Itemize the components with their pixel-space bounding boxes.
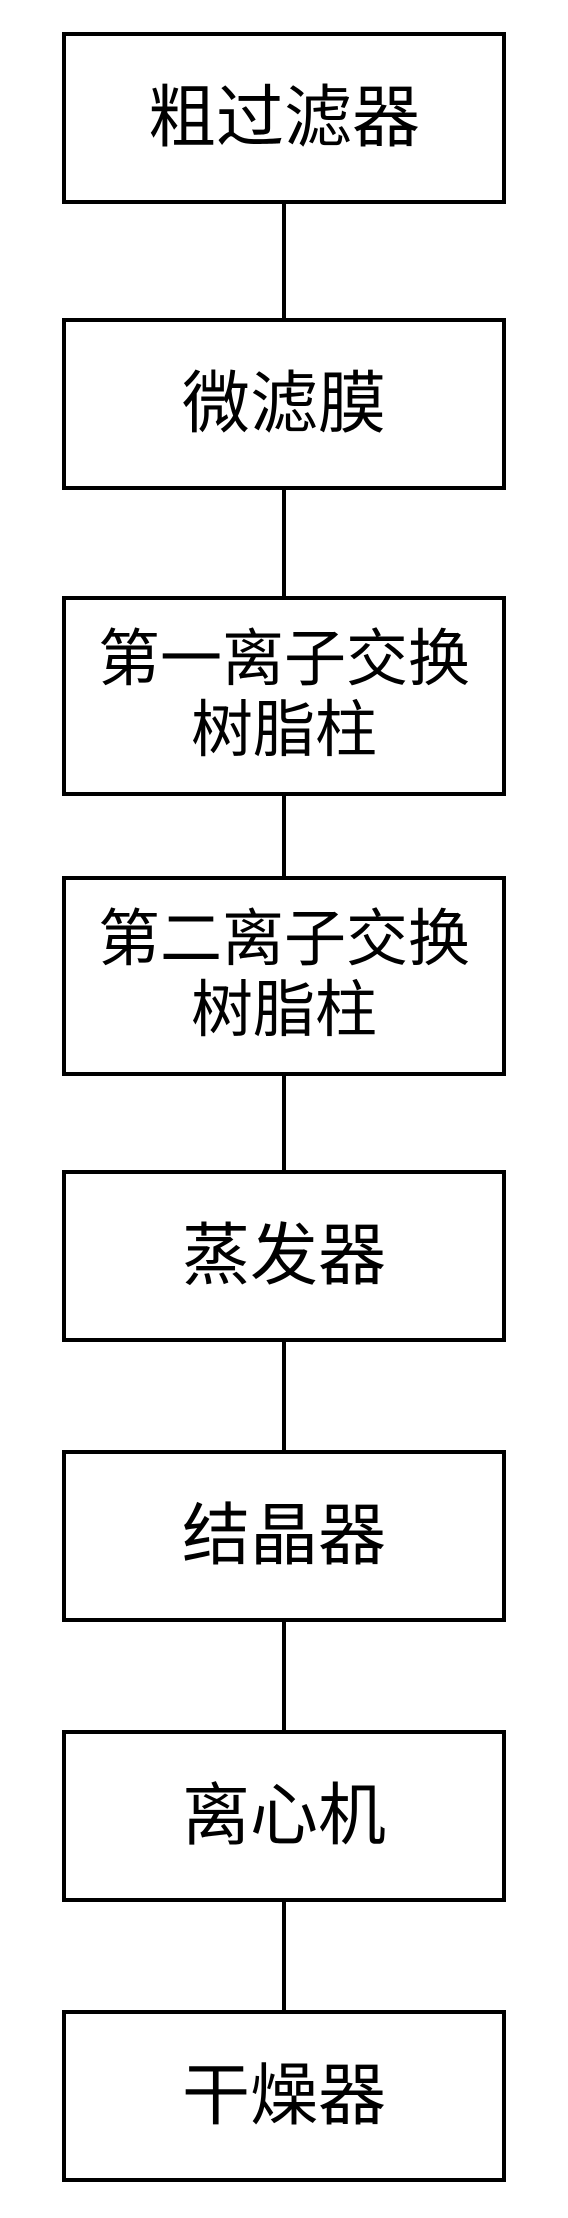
edge-7-8 — [282, 1902, 286, 2010]
edge-4-5 — [282, 1076, 286, 1170]
node-label: 干燥器 — [182, 2057, 386, 2135]
node-label: 粗过滤器 — [148, 79, 420, 157]
node-microfiltration-membrane: 微滤膜 — [62, 318, 506, 490]
node-dryer: 干燥器 — [62, 2010, 506, 2182]
node-label: 结晶器 — [182, 1497, 386, 1575]
node-ion-exchange-column-1: 第一离子交换树脂柱 — [62, 596, 506, 796]
node-crystallizer: 结晶器 — [62, 1450, 506, 1622]
node-centrifuge: 离心机 — [62, 1730, 506, 1902]
edge-3-4 — [282, 796, 286, 876]
edge-5-6 — [282, 1342, 286, 1450]
node-coarse-filter: 粗过滤器 — [62, 32, 506, 204]
edge-1-2 — [282, 204, 286, 318]
node-label: 第一离子交换树脂柱 — [76, 625, 492, 768]
node-label: 蒸发器 — [182, 1217, 386, 1295]
edge-2-3 — [282, 490, 286, 596]
node-label: 微滤膜 — [182, 365, 386, 443]
node-label: 第二离子交换树脂柱 — [76, 905, 492, 1048]
node-label: 离心机 — [182, 1777, 386, 1855]
edge-6-7 — [282, 1622, 286, 1730]
node-ion-exchange-column-2: 第二离子交换树脂柱 — [62, 876, 506, 1076]
flowchart-canvas: 粗过滤器 微滤膜 第一离子交换树脂柱 第二离子交换树脂柱 蒸发器 结晶器 离心机… — [0, 0, 568, 2218]
node-evaporator: 蒸发器 — [62, 1170, 506, 1342]
